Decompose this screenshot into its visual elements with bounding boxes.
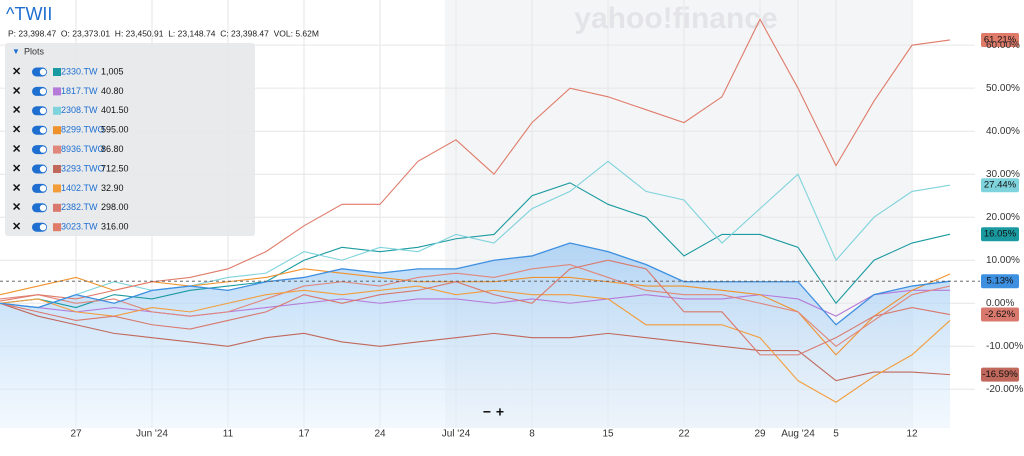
x-tick-label: 22: [678, 429, 690, 440]
series-line: [0, 259, 951, 356]
legend-title: Plots: [24, 46, 45, 56]
legend-price: 712.50: [101, 163, 129, 173]
legend-name[interactable]: 1402.TW: [61, 183, 98, 193]
series-line: [0, 302, 951, 382]
legend-swatch: [53, 184, 61, 193]
y-tick-label: 40.00%: [986, 126, 1020, 137]
toggle-knob: [39, 88, 47, 95]
toggle-knob: [39, 68, 47, 76]
x-tick-label: 15: [602, 429, 614, 440]
watermark: yahoo!finance: [574, 2, 777, 35]
x-tick-label: 8: [529, 429, 535, 440]
x-tick-label: 17: [298, 429, 310, 440]
legend-name[interactable]: 1817.TW: [61, 86, 98, 96]
legend-panel: [5, 43, 255, 236]
remove-series[interactable]: ✕: [12, 124, 21, 136]
legend-swatch: [53, 203, 61, 212]
y-tick-label: -20.00%: [986, 384, 1023, 395]
legend-price: 401.50: [101, 105, 129, 115]
x-tick-label: 11: [223, 429, 234, 440]
quote-line: P: 23,398.47 O: 23,373.01 H: 23,450.91 L…: [8, 28, 319, 38]
legend-name[interactable]: 3023.TW: [61, 222, 98, 232]
legend-name[interactable]: 8299.TWO: [61, 125, 105, 135]
last-value-tag: [981, 367, 1019, 382]
last-value-label: 5.13%: [987, 276, 1014, 287]
x-tick-label: 27: [70, 429, 82, 440]
last-value-label: -16.59%: [982, 369, 1018, 380]
zoom-out[interactable]: −: [483, 404, 491, 420]
last-value-label: 16.05%: [984, 229, 1017, 240]
x-tick-label: Jul '24: [442, 429, 471, 440]
remove-series[interactable]: ✕: [12, 163, 21, 175]
legend-price: 86.80: [101, 144, 124, 154]
main-line: [0, 242, 951, 326]
toggle-knob: [39, 107, 47, 115]
last-value-label: 27.44%: [984, 180, 1017, 191]
x-tick-label: 24: [374, 429, 386, 440]
legend-name[interactable]: 2330.TW: [61, 66, 98, 76]
series-line: [0, 268, 951, 356]
legend-name[interactable]: 8936.TWO: [61, 144, 105, 154]
remove-series[interactable]: ✕: [12, 105, 21, 117]
last-value-tag: [981, 178, 1019, 193]
series-line: [0, 285, 951, 403]
toggle-knob: [39, 185, 47, 192]
series-line: [0, 263, 951, 347]
legend-swatch: [53, 87, 61, 96]
last-value-tag: [981, 32, 1019, 47]
legend-price: 32.90: [101, 183, 124, 193]
y-tick-label: 10.00%: [986, 255, 1020, 266]
y-tick-label: -10.00%: [986, 341, 1023, 352]
legend-swatch: [53, 106, 61, 115]
remove-series[interactable]: ✕: [12, 85, 21, 97]
series-line: [0, 182, 951, 309]
legend-name[interactable]: 3293.TWO: [61, 163, 105, 173]
toggle-knob: [39, 204, 47, 211]
legend-name[interactable]: 2382.TW: [61, 202, 98, 212]
legend-swatch: [53, 223, 61, 232]
toggle-knob: [39, 224, 47, 231]
y-tick-label: 0.00%: [986, 298, 1014, 309]
x-tick-label: 5: [833, 429, 839, 440]
remove-series[interactable]: ✕: [12, 66, 21, 78]
toggle-knob: [39, 127, 47, 134]
zoom-in[interactable]: +: [496, 404, 504, 420]
last-value-tag: [981, 307, 1019, 322]
y-tick-label: 30.00%: [986, 169, 1020, 180]
last-value-label: 61.21%: [984, 34, 1017, 45]
legend-price: 40.80: [101, 86, 124, 96]
y-tick-label: 20.00%: [986, 212, 1020, 223]
legend-swatch: [53, 126, 61, 135]
y-tick-label: 60.00%: [986, 40, 1020, 51]
x-tick-label: Jun '24: [136, 429, 168, 440]
remove-series[interactable]: ✕: [12, 182, 21, 194]
last-value-tag: [981, 227, 1019, 242]
x-tick-label: 29: [754, 429, 766, 440]
y-tick-label: 50.00%: [986, 83, 1020, 94]
x-tick-label: 12: [906, 429, 918, 440]
legend-price: 1,005: [101, 66, 124, 76]
toggle-knob: [39, 165, 47, 173]
legend-caret[interactable]: ▼: [12, 47, 20, 56]
toggle-knob: [39, 146, 47, 153]
remove-series[interactable]: ✕: [12, 144, 21, 156]
last-value-tag: [981, 274, 1019, 289]
legend-swatch: [53, 68, 61, 76]
x-tick-label: Aug '24: [781, 429, 815, 440]
legend-price: 298.00: [101, 202, 129, 212]
legend-price: 316.00: [101, 222, 129, 232]
legend-name[interactable]: 2308.TW: [61, 105, 98, 115]
legend-swatch: [53, 165, 61, 173]
last-value-label: -2.62%: [985, 309, 1016, 320]
remove-series[interactable]: ✕: [12, 221, 21, 233]
legend-price: 595.00: [101, 125, 129, 135]
symbol: ^TWII: [6, 4, 52, 24]
legend-swatch: [53, 145, 61, 154]
remove-series[interactable]: ✕: [12, 202, 21, 214]
